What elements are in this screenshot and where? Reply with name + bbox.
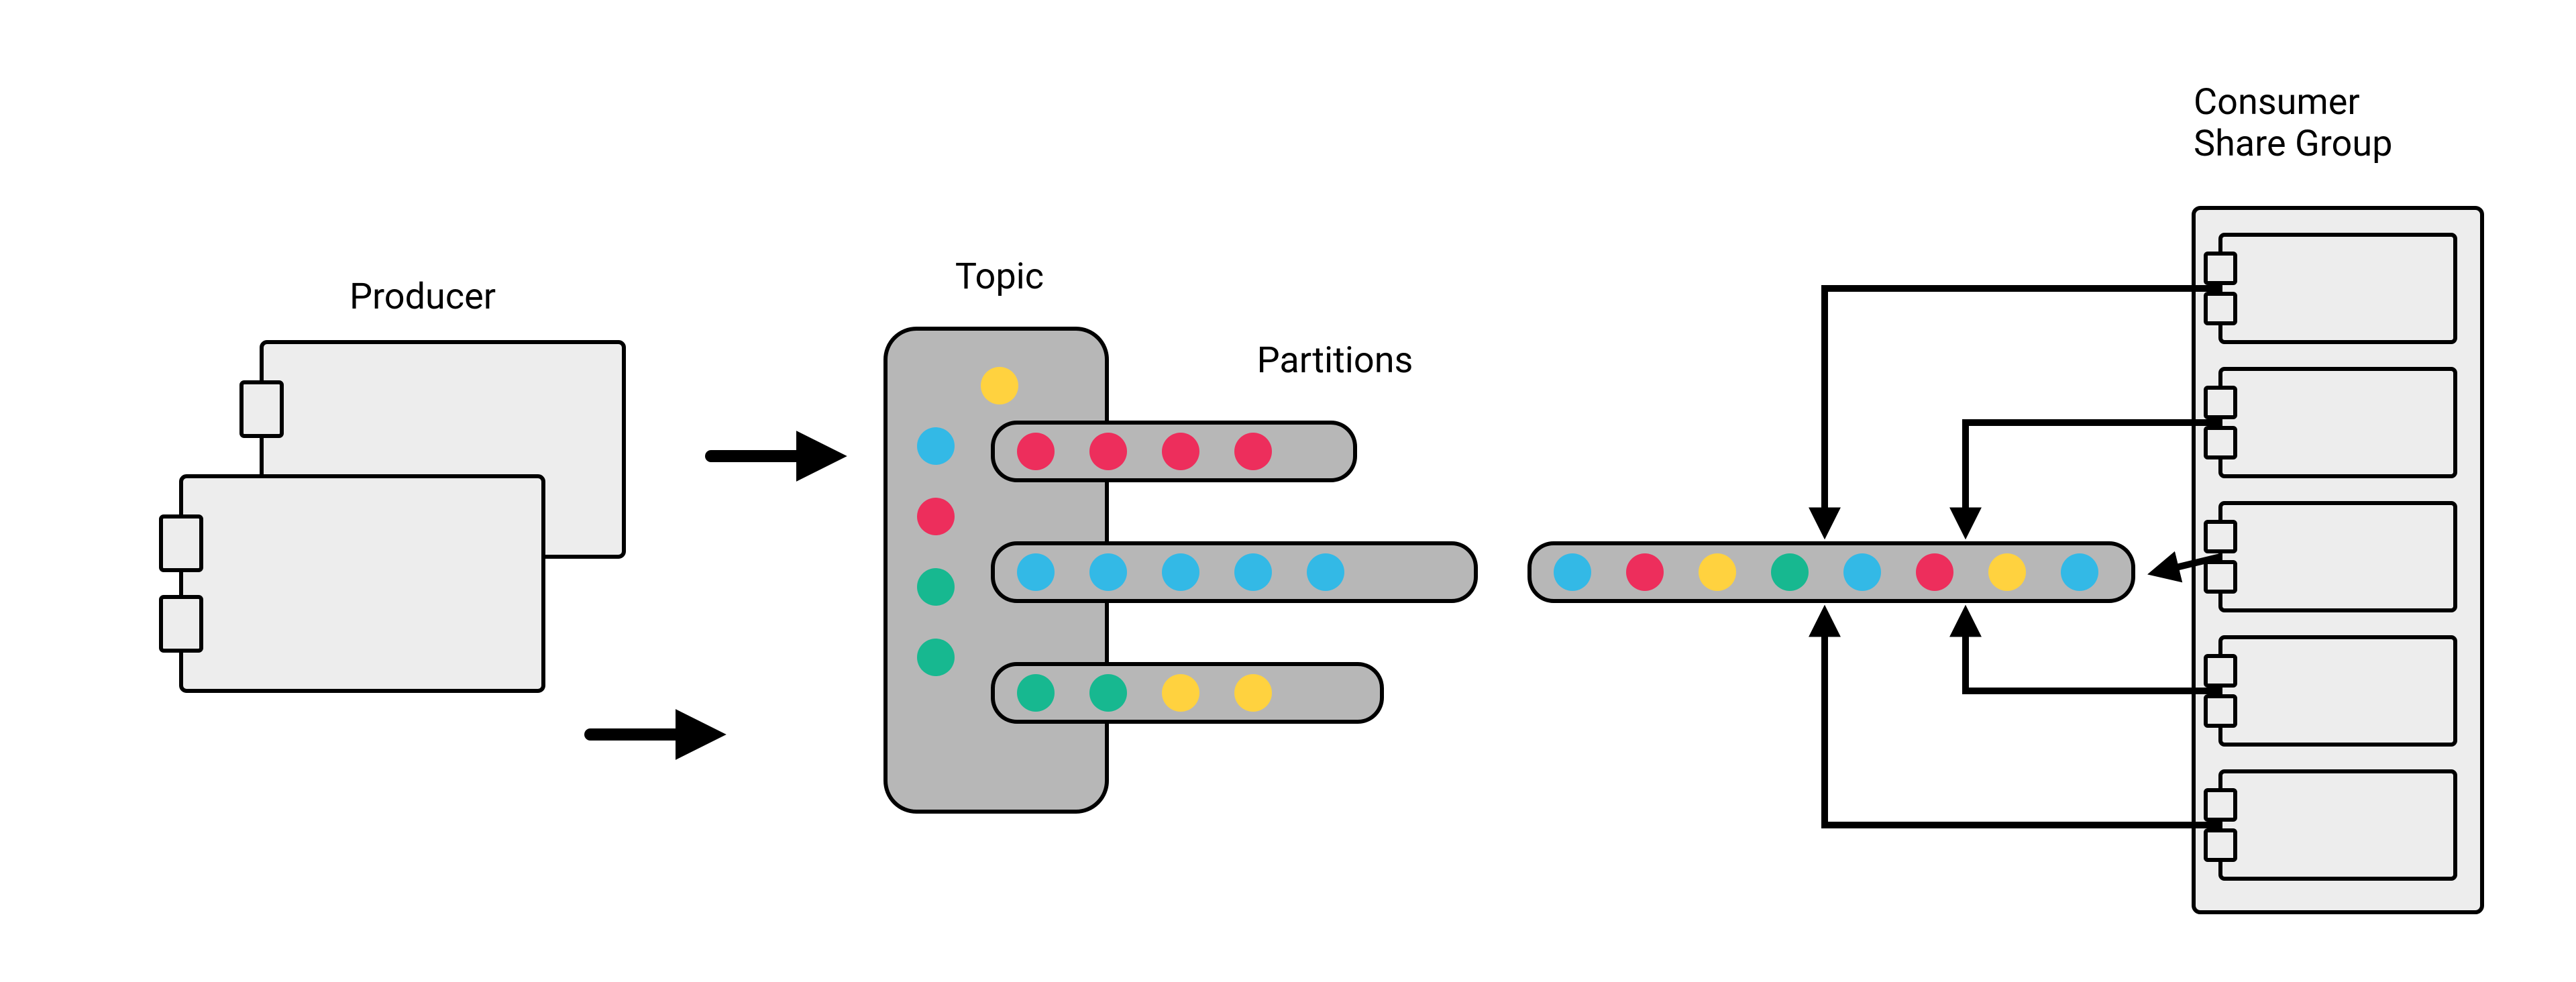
partition-1-dot-3 — [1234, 553, 1272, 591]
topic-dot-1 — [917, 427, 955, 465]
producer-card-front — [181, 476, 543, 691]
consumer-arrow-0 — [1825, 288, 2220, 530]
consumer-card-4 — [2220, 771, 2455, 879]
merged-dot-2 — [1699, 553, 1736, 591]
consumer-3 — [2206, 637, 2455, 745]
partition-1-dot-2 — [1162, 553, 1199, 591]
merged-dot-5 — [1916, 553, 1953, 591]
topic-dot-3 — [917, 568, 955, 606]
merged-dot-7 — [2061, 553, 2098, 591]
partition-0-dot-0 — [1017, 433, 1055, 470]
producer-tab-back-0 — [241, 382, 282, 436]
partition-2-dot-2 — [1162, 674, 1199, 712]
consumer-1 — [2206, 369, 2455, 476]
topic-label: Topic — [955, 256, 1044, 298]
consumer-1-tab-0 — [2206, 388, 2235, 417]
consumer-1-tab-1 — [2206, 428, 2235, 457]
consumer-3-tab-1 — [2206, 696, 2235, 726]
partition-1 — [993, 543, 1476, 601]
merged-dot-3 — [1771, 553, 1809, 591]
merged-dot-4 — [1843, 553, 1881, 591]
consumer-arrow-3 — [1966, 614, 2220, 691]
consumer-0-tab-0 — [2206, 254, 2235, 283]
producer-label: Producer — [350, 276, 496, 318]
partition-2-dot-0 — [1017, 674, 1055, 712]
consumer-group: ConsumerShare Group — [2194, 81, 2482, 912]
consumer-card-0 — [2220, 235, 2455, 342]
partition-2-dot-3 — [1234, 674, 1272, 712]
consumer-card-2 — [2220, 503, 2455, 610]
consumer-2 — [2206, 503, 2455, 610]
producer-group: Producer — [161, 276, 624, 691]
partition-1-dot-0 — [1017, 553, 1055, 591]
diagram-canvas: Producer Topic Partitions ConsumerShare Gro… — [0, 0, 2576, 982]
consumer-0 — [2206, 235, 2455, 342]
consumer-arrow-1 — [1966, 423, 2220, 530]
merged-dot-0 — [1554, 553, 1591, 591]
merged-dot-1 — [1626, 553, 1664, 591]
consumer-group-label-1: Consumer — [2194, 81, 2360, 123]
consumer-arrow-4 — [1825, 614, 2220, 825]
merged-stream-bar — [1529, 543, 2133, 601]
consumer-2-tab-0 — [2206, 522, 2235, 551]
topic-dot-2 — [917, 498, 955, 535]
partition-2-dot-1 — [1089, 674, 1127, 712]
merged-stream — [1529, 543, 2133, 601]
producer-tab-front-0 — [161, 516, 201, 570]
consumer-0-tab-1 — [2206, 294, 2235, 323]
partition-1-dot-1 — [1089, 553, 1127, 591]
consumer-3-tab-0 — [2206, 656, 2235, 686]
consumer-4-tab-1 — [2206, 830, 2235, 860]
consumer-group-label-2: Share Group — [2194, 123, 2392, 165]
consumer-4-tab-0 — [2206, 790, 2235, 820]
partition-0 — [993, 423, 1355, 480]
merged-dot-6 — [1988, 553, 2026, 591]
consumer-4 — [2206, 771, 2455, 879]
consumer-card-1 — [2220, 369, 2455, 476]
partition-2 — [993, 664, 1382, 722]
topic-dot-0 — [981, 367, 1018, 404]
partition-0-dot-2 — [1162, 433, 1199, 470]
consumer-2-tab-1 — [2206, 562, 2235, 592]
producer-tab-front-1 — [161, 597, 201, 651]
partition-0-dot-3 — [1234, 433, 1272, 470]
partitions-label: Partitions — [1257, 339, 1413, 382]
consumer-card-3 — [2220, 637, 2455, 745]
partition-1-dot-4 — [1307, 553, 1344, 591]
topic-dot-4 — [917, 639, 955, 676]
partition-0-dot-1 — [1089, 433, 1127, 470]
topic-group: Topic Partitions — [885, 256, 1476, 812]
